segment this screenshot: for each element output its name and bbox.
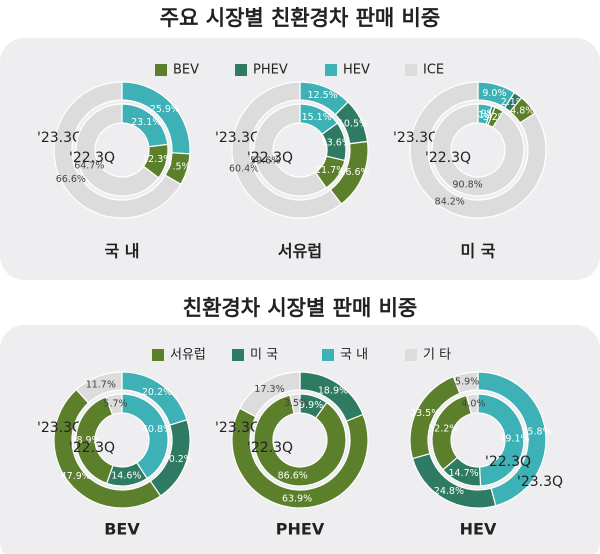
donut-segment [289,393,301,415]
value-label: 4.9% [472,108,496,119]
value-label: 84.2% [435,196,465,207]
value-label: 7.5% [166,161,190,172]
panel-label: BEV [104,520,140,539]
donut-segment [477,393,525,487]
value-label: 9.9% [299,400,323,411]
legend-swatch [235,64,247,76]
panel-label: 국 내 [104,242,139,261]
legend-swatch [232,349,244,361]
legend-label: 서유럽 [170,348,206,363]
legend-label: PHEV [253,63,288,78]
value-label: 24.8% [434,486,464,497]
value-label: 3.5% [284,398,308,409]
value-label: 5.7% [103,399,127,410]
donut-segment [231,407,369,509]
value-label: 38.9% [70,435,100,446]
value-label: 15.1% [302,112,332,123]
value-label: 86.6% [278,470,308,481]
legend-label: HEV [343,63,370,78]
legend-label: ICE [423,63,444,78]
value-label: 9.0% [482,88,506,99]
donut-segment [253,394,347,487]
ring-label: '23.3Q [517,474,563,490]
legend-swatch [152,349,164,361]
value-label: 14.6% [111,471,141,482]
ring-label: '23.3Q [37,130,83,146]
value-label: 17.3% [254,384,284,395]
value-label: 12.3% [142,154,172,165]
value-label: 12.5% [307,90,337,101]
value-label: 18.9% [318,386,348,397]
legend-swatch [322,349,334,361]
legend-label: BEV [173,63,199,78]
value-label: 3.2% [483,112,507,123]
value-label: 90.8% [453,179,483,190]
ring-label: '23.3Q [37,420,83,436]
legend-swatch [155,64,167,76]
title: 주요 시장별 친환경차 판매 비중 [160,6,440,30]
legend-swatch [405,64,417,76]
title: 친환경차 시장별 판매 비중 [183,296,417,320]
value-label: 47.9% [61,471,91,482]
value-label: 45.8% [521,427,551,438]
value-label: 4.0% [461,398,485,409]
value-label: 20.2% [142,387,172,398]
value-label: 40.8% [142,424,172,435]
value-label: 1.1% [478,110,502,121]
value-label: 16.6% [339,167,369,178]
ring-label: '22.3Q [247,150,293,166]
value-label: 11.7% [86,379,116,390]
donut-segment [53,81,182,219]
panel-label: 서유럽 [278,242,322,261]
legend-label: 미 국 [250,348,278,363]
value-label: 4.8% [510,105,534,116]
donut-segment [431,103,525,197]
value-label: 60.4% [229,163,259,174]
ring-label: '22.3Q [425,150,471,166]
value-label: 2.1% [501,97,525,108]
donut-segment [75,371,123,404]
legend-label: 기 타 [423,348,451,363]
value-label: 11.7% [315,165,345,176]
ring-label: '22.3Q [247,440,293,456]
value-label: 14.7% [449,468,479,479]
value-label: 23.5% [410,408,440,419]
value-label: 20.2% [163,454,193,465]
legend-label: 국 내 [340,348,368,363]
value-label: 49.1% [499,433,529,444]
donut-segment [105,393,123,416]
panel-label: PHEV [276,520,325,539]
value-label: 10.5% [338,119,368,130]
donut-segment [121,393,169,480]
legend-swatch [405,349,417,361]
donut-segment [465,393,479,415]
ring-label: '23.3Q [215,130,261,146]
value-label: 66.6% [56,174,86,185]
ring-label: '22.3Q [69,150,115,166]
donut-segment [452,371,479,395]
ring-label: '23.3Q [215,420,261,436]
value-label: 5.9% [455,377,479,388]
ring-label: '22.3Q [69,440,115,456]
donut-segment [239,371,301,418]
ring-label: '23.3Q [393,130,439,146]
value-label: 64.7% [74,161,104,172]
value-label: 32.2% [428,423,458,434]
value-label: 13.6% [321,137,351,148]
donut-segment [253,103,327,197]
donut-segment [231,81,343,219]
value-label: 59.6% [250,155,280,166]
panel-label: 미 국 [460,242,495,261]
value-label: 63.9% [282,493,312,504]
ring-label: '22.3Q [485,454,531,470]
value-label: 25.9% [150,104,180,115]
value-label: 23.1% [131,117,161,128]
legend-swatch [325,64,337,76]
donut-segment [75,103,160,197]
donut-segment [409,81,547,219]
panel-label: HEV [460,520,497,539]
